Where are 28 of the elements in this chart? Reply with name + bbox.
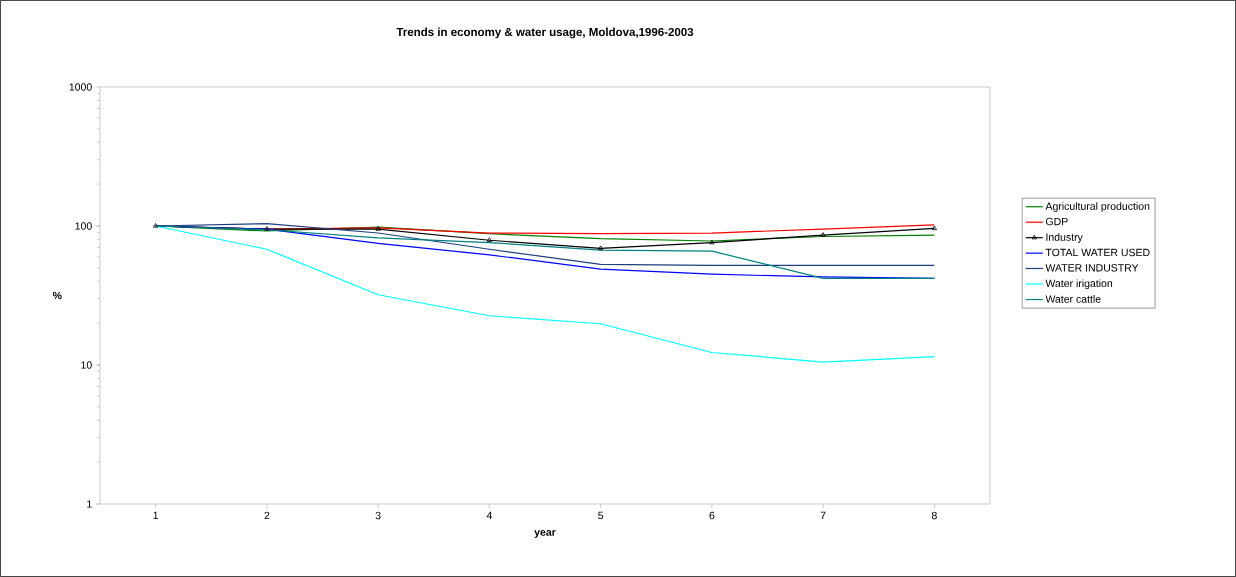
x-axis-title: year [534,530,556,538]
legend-label: Water irigation [1045,279,1113,290]
legend-label: TOTAL WATER USED [1045,248,1150,257]
point [598,245,604,251]
x-tick-label: 7 [820,511,826,519]
point [264,226,270,231]
x-tick-label: 4 [486,511,492,519]
point [709,239,715,245]
legend-label: GDP [1045,217,1068,226]
x-tick-label: 1 [153,511,159,519]
point [486,237,492,242]
y-axis-title: % [52,291,62,300]
x-tick-label: 6 [709,511,715,520]
x-tick-label: 3 [375,511,381,520]
legend-label: Industry [1046,233,1083,243]
y-tick-label: 1000 [69,83,92,91]
legend-label: Agricultural production [1045,202,1150,212]
x-tick-label: 2 [264,511,270,520]
x-tick-label: 5 [598,511,604,520]
y-tick-label: 1 [87,500,92,508]
point [375,226,381,231]
chart-title: Trends in economy & water usage, Moldova,1996-2003 [396,27,694,39]
x-tick-label: 8 [931,511,937,520]
y-tick-label: 100 [75,222,92,230]
legend-label: Water cattle [1045,295,1101,303]
point [820,232,826,237]
y-tick-label: 10 [81,361,92,369]
legend-label: WATER INDUSTRY [1045,264,1139,272]
